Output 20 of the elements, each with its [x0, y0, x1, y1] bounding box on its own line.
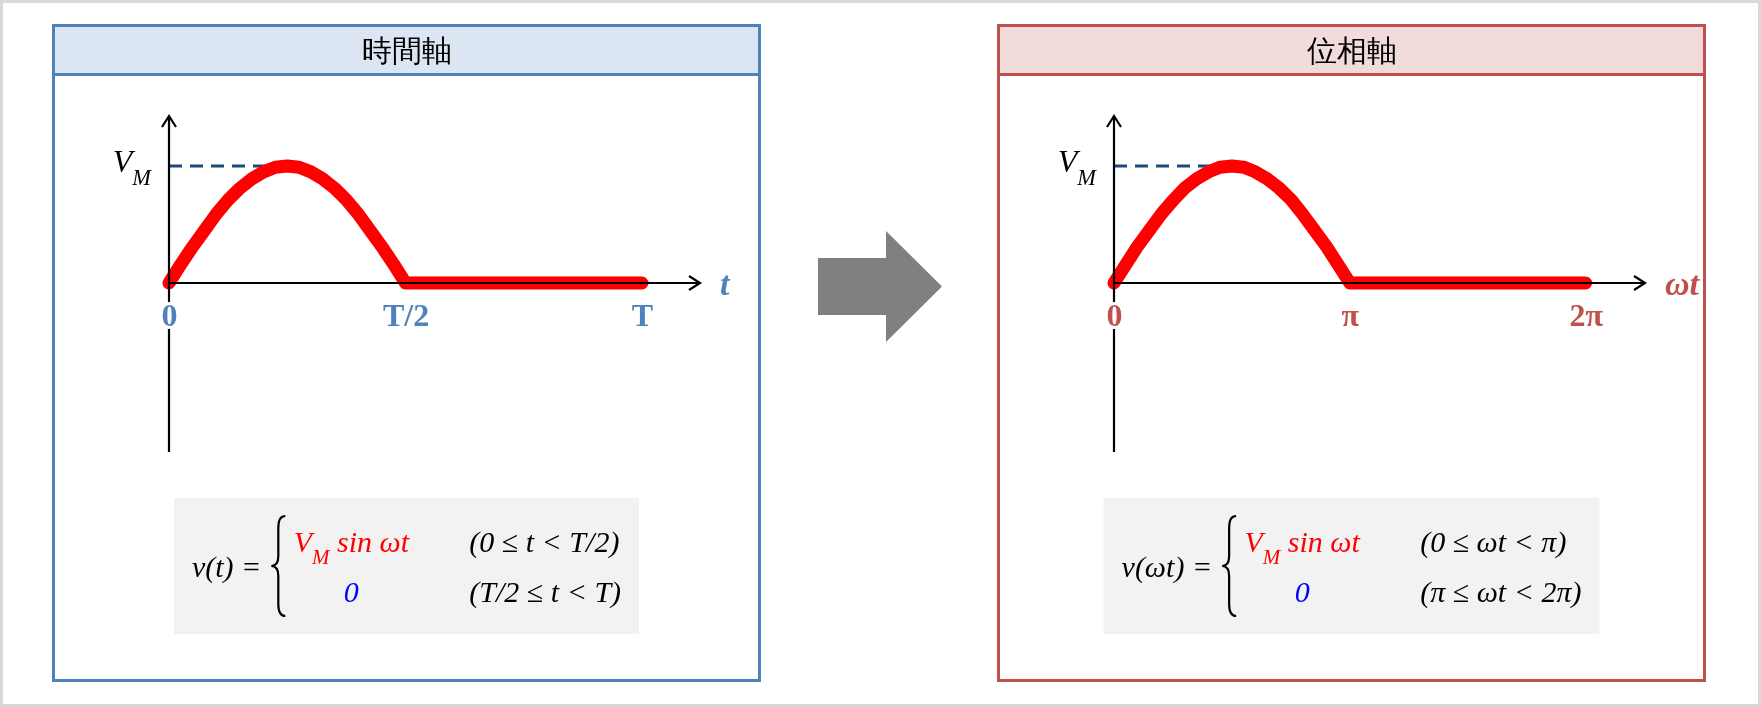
text: 0	[1294, 574, 1310, 608]
x-tick-label: T/2	[382, 296, 430, 333]
x-axis-title: t	[720, 264, 731, 302]
x-tick-label: π	[1341, 296, 1360, 333]
chart-title: 位相軸	[1306, 32, 1397, 68]
text: 0	[343, 574, 359, 608]
x-axis-title: ωt	[1665, 264, 1701, 302]
text: v(t) =	[191, 549, 262, 584]
ref-line-label: V$_{M}$	[112, 143, 153, 190]
text: (0 ≤ t < T/2)	[469, 524, 620, 559]
x-tick-label: T	[631, 296, 654, 333]
x-tick-label: 2π	[1569, 296, 1604, 333]
text: (0 ≤ ωt < π)	[1420, 524, 1567, 559]
chart-title: 時間軸	[361, 32, 452, 68]
ref-line-label: V$_{M}$	[1057, 143, 1098, 190]
text: (T/2 ≤ t < T)	[469, 574, 622, 609]
text: V$_{M}$ sin ωt	[293, 524, 410, 569]
text: V$_{M}$ sin ωt	[1244, 524, 1361, 569]
text: (π ≤ ωt < 2π)	[1420, 574, 1582, 609]
text: v(ωt) =	[1121, 549, 1213, 584]
